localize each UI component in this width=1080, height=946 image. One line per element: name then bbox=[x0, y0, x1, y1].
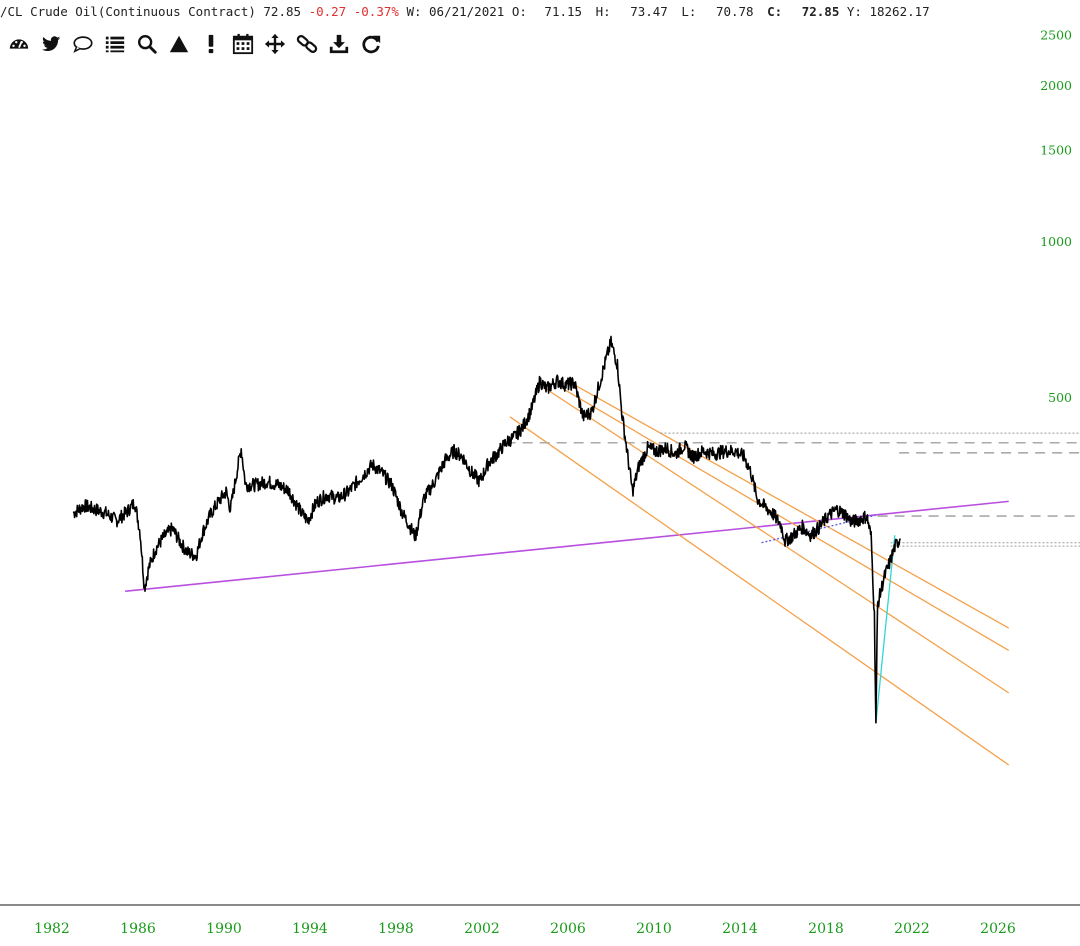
channel-line-line bbox=[563, 388, 1010, 651]
x-tick-label: 2026 bbox=[980, 921, 1016, 937]
date-value: 06/21/2021 bbox=[429, 4, 505, 19]
x-tick-label: 1982 bbox=[34, 921, 70, 937]
download-icon[interactable] bbox=[324, 30, 353, 58]
open-label: O: bbox=[511, 4, 527, 19]
y-value: 18262.17 bbox=[869, 4, 930, 19]
change-value: -0.27 bbox=[308, 4, 347, 19]
channel-line-line bbox=[546, 388, 1010, 694]
price-line bbox=[72, 335, 901, 724]
x-tick-label: 1998 bbox=[378, 921, 414, 937]
y-axis: 6500600055005000450040003500300025002000… bbox=[1040, 0, 1072, 405]
y-tick-label: 1500 bbox=[1040, 143, 1072, 158]
high-value: 73.47 bbox=[630, 4, 668, 19]
change-percent: -0.37% bbox=[353, 4, 399, 19]
comment-icon[interactable] bbox=[68, 30, 97, 58]
x-tick-label: 2010 bbox=[636, 921, 672, 937]
x-axis: 1982 1986 1990 1994 1998 2002 2006 2010 2014 2018… bbox=[34, 921, 1016, 937]
channel-line-line bbox=[509, 416, 1010, 766]
x-tick-label: 2002 bbox=[464, 921, 500, 937]
x-tick-label: 2018 bbox=[808, 921, 844, 937]
week-label: W: bbox=[406, 4, 422, 19]
chart-toolbar bbox=[4, 30, 385, 58]
chart-annotations bbox=[125, 384, 1080, 766]
y-label: Y: bbox=[846, 4, 862, 19]
quote-header: /CL Crude Oil(Continuous Contract) 72.85… bbox=[0, 4, 930, 24]
low-value: 70.78 bbox=[715, 4, 754, 19]
refresh-icon[interactable] bbox=[356, 30, 385, 58]
close-label: C: bbox=[767, 4, 783, 19]
calendar-icon[interactable] bbox=[228, 30, 257, 58]
channel-line-line bbox=[574, 384, 1010, 629]
x-tick-label: 1994 bbox=[292, 921, 328, 937]
y-tick-label: 2500 bbox=[1040, 28, 1072, 43]
y-tick-label: 1000 bbox=[1040, 234, 1072, 249]
y-tick-label: 500 bbox=[1048, 390, 1072, 405]
y-tick-label: 2000 bbox=[1040, 78, 1072, 93]
x-tick-label: 1990 bbox=[206, 921, 242, 937]
x-tick-label: 2006 bbox=[550, 921, 586, 937]
y-tick-label: 3000 bbox=[1040, 0, 1072, 2]
link-icon[interactable] bbox=[292, 30, 321, 58]
exclamation-icon[interactable] bbox=[196, 30, 225, 58]
recovery-line-line bbox=[875, 535, 896, 724]
symbol-label: /CL Crude Oil(Continuous Contract) bbox=[0, 4, 256, 19]
search-icon[interactable] bbox=[132, 30, 161, 58]
twitter-icon[interactable] bbox=[36, 30, 65, 58]
dashboard-icon[interactable] bbox=[4, 30, 33, 58]
list-icon[interactable] bbox=[100, 30, 129, 58]
x-tick-label: 1986 bbox=[120, 921, 156, 937]
price-series bbox=[72, 335, 901, 724]
x-tick-label: 2022 bbox=[894, 921, 930, 937]
high-label: H: bbox=[595, 4, 611, 19]
low-label: L: bbox=[681, 4, 697, 19]
triangle-icon[interactable] bbox=[164, 30, 193, 58]
x-tick-label: 2014 bbox=[722, 921, 758, 937]
last-price: 72.85 bbox=[263, 4, 302, 19]
close-value: 72.85 bbox=[801, 4, 840, 19]
trendline-line bbox=[125, 500, 1009, 593]
open-value: 71.15 bbox=[544, 4, 583, 19]
move-arrows-icon[interactable] bbox=[260, 30, 289, 58]
